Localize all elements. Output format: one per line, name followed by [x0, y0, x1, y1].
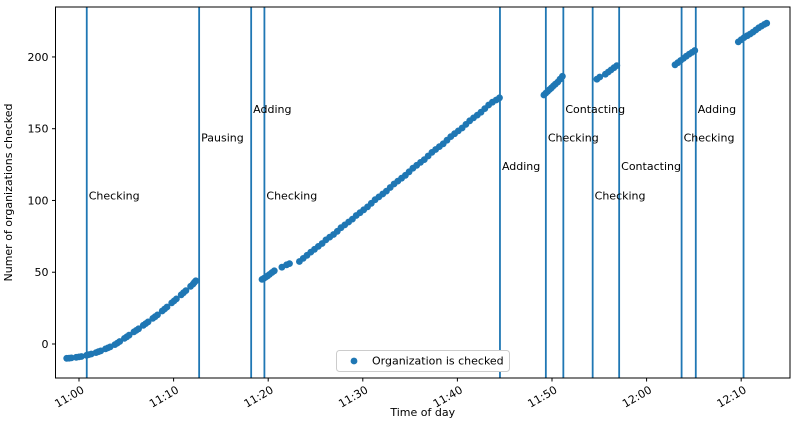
- annotation-label: Contacting: [621, 160, 681, 173]
- y-tick-label: 0: [42, 338, 49, 351]
- scatter-point: [496, 94, 503, 102]
- scatter-point: [691, 47, 699, 54]
- annotation-label: Checking: [266, 190, 317, 203]
- y-tick-label: 100: [28, 194, 49, 207]
- x-tick-label: 11:10: [147, 383, 181, 410]
- annotation-label: Pausing: [201, 132, 244, 145]
- scatter-point: [192, 277, 200, 285]
- scatter-point: [596, 73, 604, 81]
- x-tick-label: 11:30: [336, 383, 370, 410]
- x-tick-label: 11:20: [242, 383, 276, 410]
- y-tick-label: 200: [28, 51, 49, 64]
- annotation-label: Contacting: [565, 103, 625, 116]
- scatter-point: [154, 311, 161, 319]
- y-tick-label: 150: [28, 123, 49, 136]
- y-tick-label: 50: [35, 266, 49, 279]
- x-tick-label: 11:50: [526, 383, 560, 410]
- scatter-point: [144, 318, 152, 326]
- y-axis-title: Numer of organizations checked: [2, 104, 15, 282]
- scatter-point: [286, 260, 293, 267]
- scatter-point: [78, 353, 85, 360]
- annotation-label: Adding: [253, 103, 291, 116]
- scatter-point: [125, 331, 133, 339]
- scatter-series: [63, 19, 771, 362]
- scatter-point: [163, 303, 171, 311]
- y-axis: 0 50 100 150 200: [28, 51, 56, 351]
- annotations: Checking Pausing Adding Checking Adding Check…: [89, 103, 736, 203]
- x-tick-label: 11:00: [53, 383, 87, 410]
- x-tick-label: 12:10: [715, 383, 749, 410]
- annotation-label: Adding: [502, 160, 540, 173]
- annotation-label: Checking: [684, 132, 735, 145]
- legend-box: [336, 350, 510, 372]
- scatter-point: [173, 295, 180, 303]
- plot-border: [55, 6, 791, 379]
- legend-label: Organization is checked: [372, 355, 504, 368]
- annotation-label: Adding: [698, 103, 736, 116]
- scatter-point: [135, 325, 143, 333]
- annotation-label: Checking: [548, 132, 599, 145]
- scatter-point: [763, 19, 771, 27]
- scatter-point: [613, 62, 621, 69]
- annotation-label: Checking: [595, 190, 646, 203]
- scatter-point: [270, 267, 278, 275]
- legend: Organization is checked: [336, 350, 510, 372]
- scatter-point: [559, 72, 566, 80]
- x-axis-title: Time of day: [389, 406, 455, 419]
- scatter-point: [182, 287, 190, 294]
- event-vlines: [85, 7, 745, 378]
- x-tick-label: 12:00: [620, 383, 654, 410]
- annotation-label: Checking: [89, 190, 140, 203]
- legend-marker-icon: [350, 357, 358, 365]
